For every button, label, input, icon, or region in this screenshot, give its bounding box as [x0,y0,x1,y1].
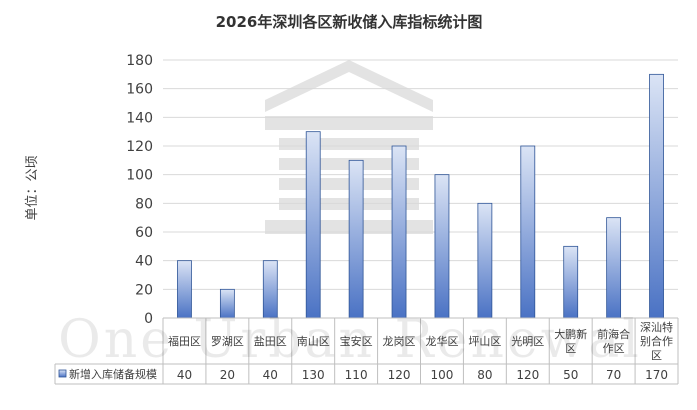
data-value-label: 120 [388,368,411,382]
bars [177,73,664,319]
data-value-label: 110 [345,368,368,382]
x-category-label: 宝安区 [340,334,373,348]
bar [305,131,321,319]
bar [520,145,536,319]
data-value-label: 170 [645,368,668,382]
y-tick-label: 40 [135,254,153,270]
bar [563,245,579,319]
x-category-label: 盐田区 [254,335,287,348]
y-axis-label: 单位：公顷 [25,155,40,220]
data-table: 福田区 罗湖区 盐田区 南山区 宝安区 龙岗区 龙华区 坪山区 光明区大鹏新区前海合作区深汕特别… [54,317,679,385]
data-value-label: 50 [563,368,578,382]
x-category-label: 大鹏新 [554,327,587,341]
chart-title: 2026年深圳各区新收储入库指标统计图 [216,13,483,31]
y-tick-label: 0 [144,311,153,327]
x-category-label: 光明区 [511,334,544,348]
data-value-label: 130 [302,368,325,382]
data-value-label: 20 [220,368,235,382]
x-category-label: 别合作 [640,334,673,348]
data-value-label: 80 [477,368,492,382]
watermark-text: One Urban Renewal [58,310,642,370]
bar [477,202,493,319]
y-tick-label: 120 [126,139,153,155]
x-category-label: 作区 [603,342,625,355]
x-category-label: 深汕特 [640,320,673,334]
y-tick-label: 80 [135,196,153,212]
y-tick-label: 20 [135,282,153,298]
y-axis-ticks: 0 20 40 60 80 100 120 140 160 180 [126,53,153,327]
legend-series-name: 新增入库储备规模 [69,367,157,381]
x-category-label: 龙岗区 [383,335,416,348]
x-category-label: 福田区 [168,334,201,348]
x-category-label: 前海合 [597,327,630,341]
y-tick-label: 160 [126,82,153,98]
x-category-label: 坪山区 [468,335,501,348]
data-value-label: 40 [177,368,192,382]
legend-swatch [58,369,67,378]
x-category-label: 区 [565,342,576,355]
data-value-label: 120 [516,368,539,382]
y-tick-label: 180 [126,53,153,69]
bar [348,159,364,319]
bar [606,217,622,319]
y-tick-label: 60 [135,225,153,241]
x-category-label: 南山区 [297,335,330,348]
data-value-label: 70 [606,368,621,382]
y-tick-label: 100 [126,168,153,184]
data-value-label: 40 [263,368,278,382]
x-category-label: 龙华区 [425,334,458,348]
x-category-label: 区 [651,349,662,362]
y-tick-label: 140 [126,110,153,126]
data-value-label: 100 [431,368,454,382]
bar [391,145,407,319]
bar [649,73,664,319]
x-category-label: 罗湖区 [211,335,244,348]
bar [434,174,450,319]
